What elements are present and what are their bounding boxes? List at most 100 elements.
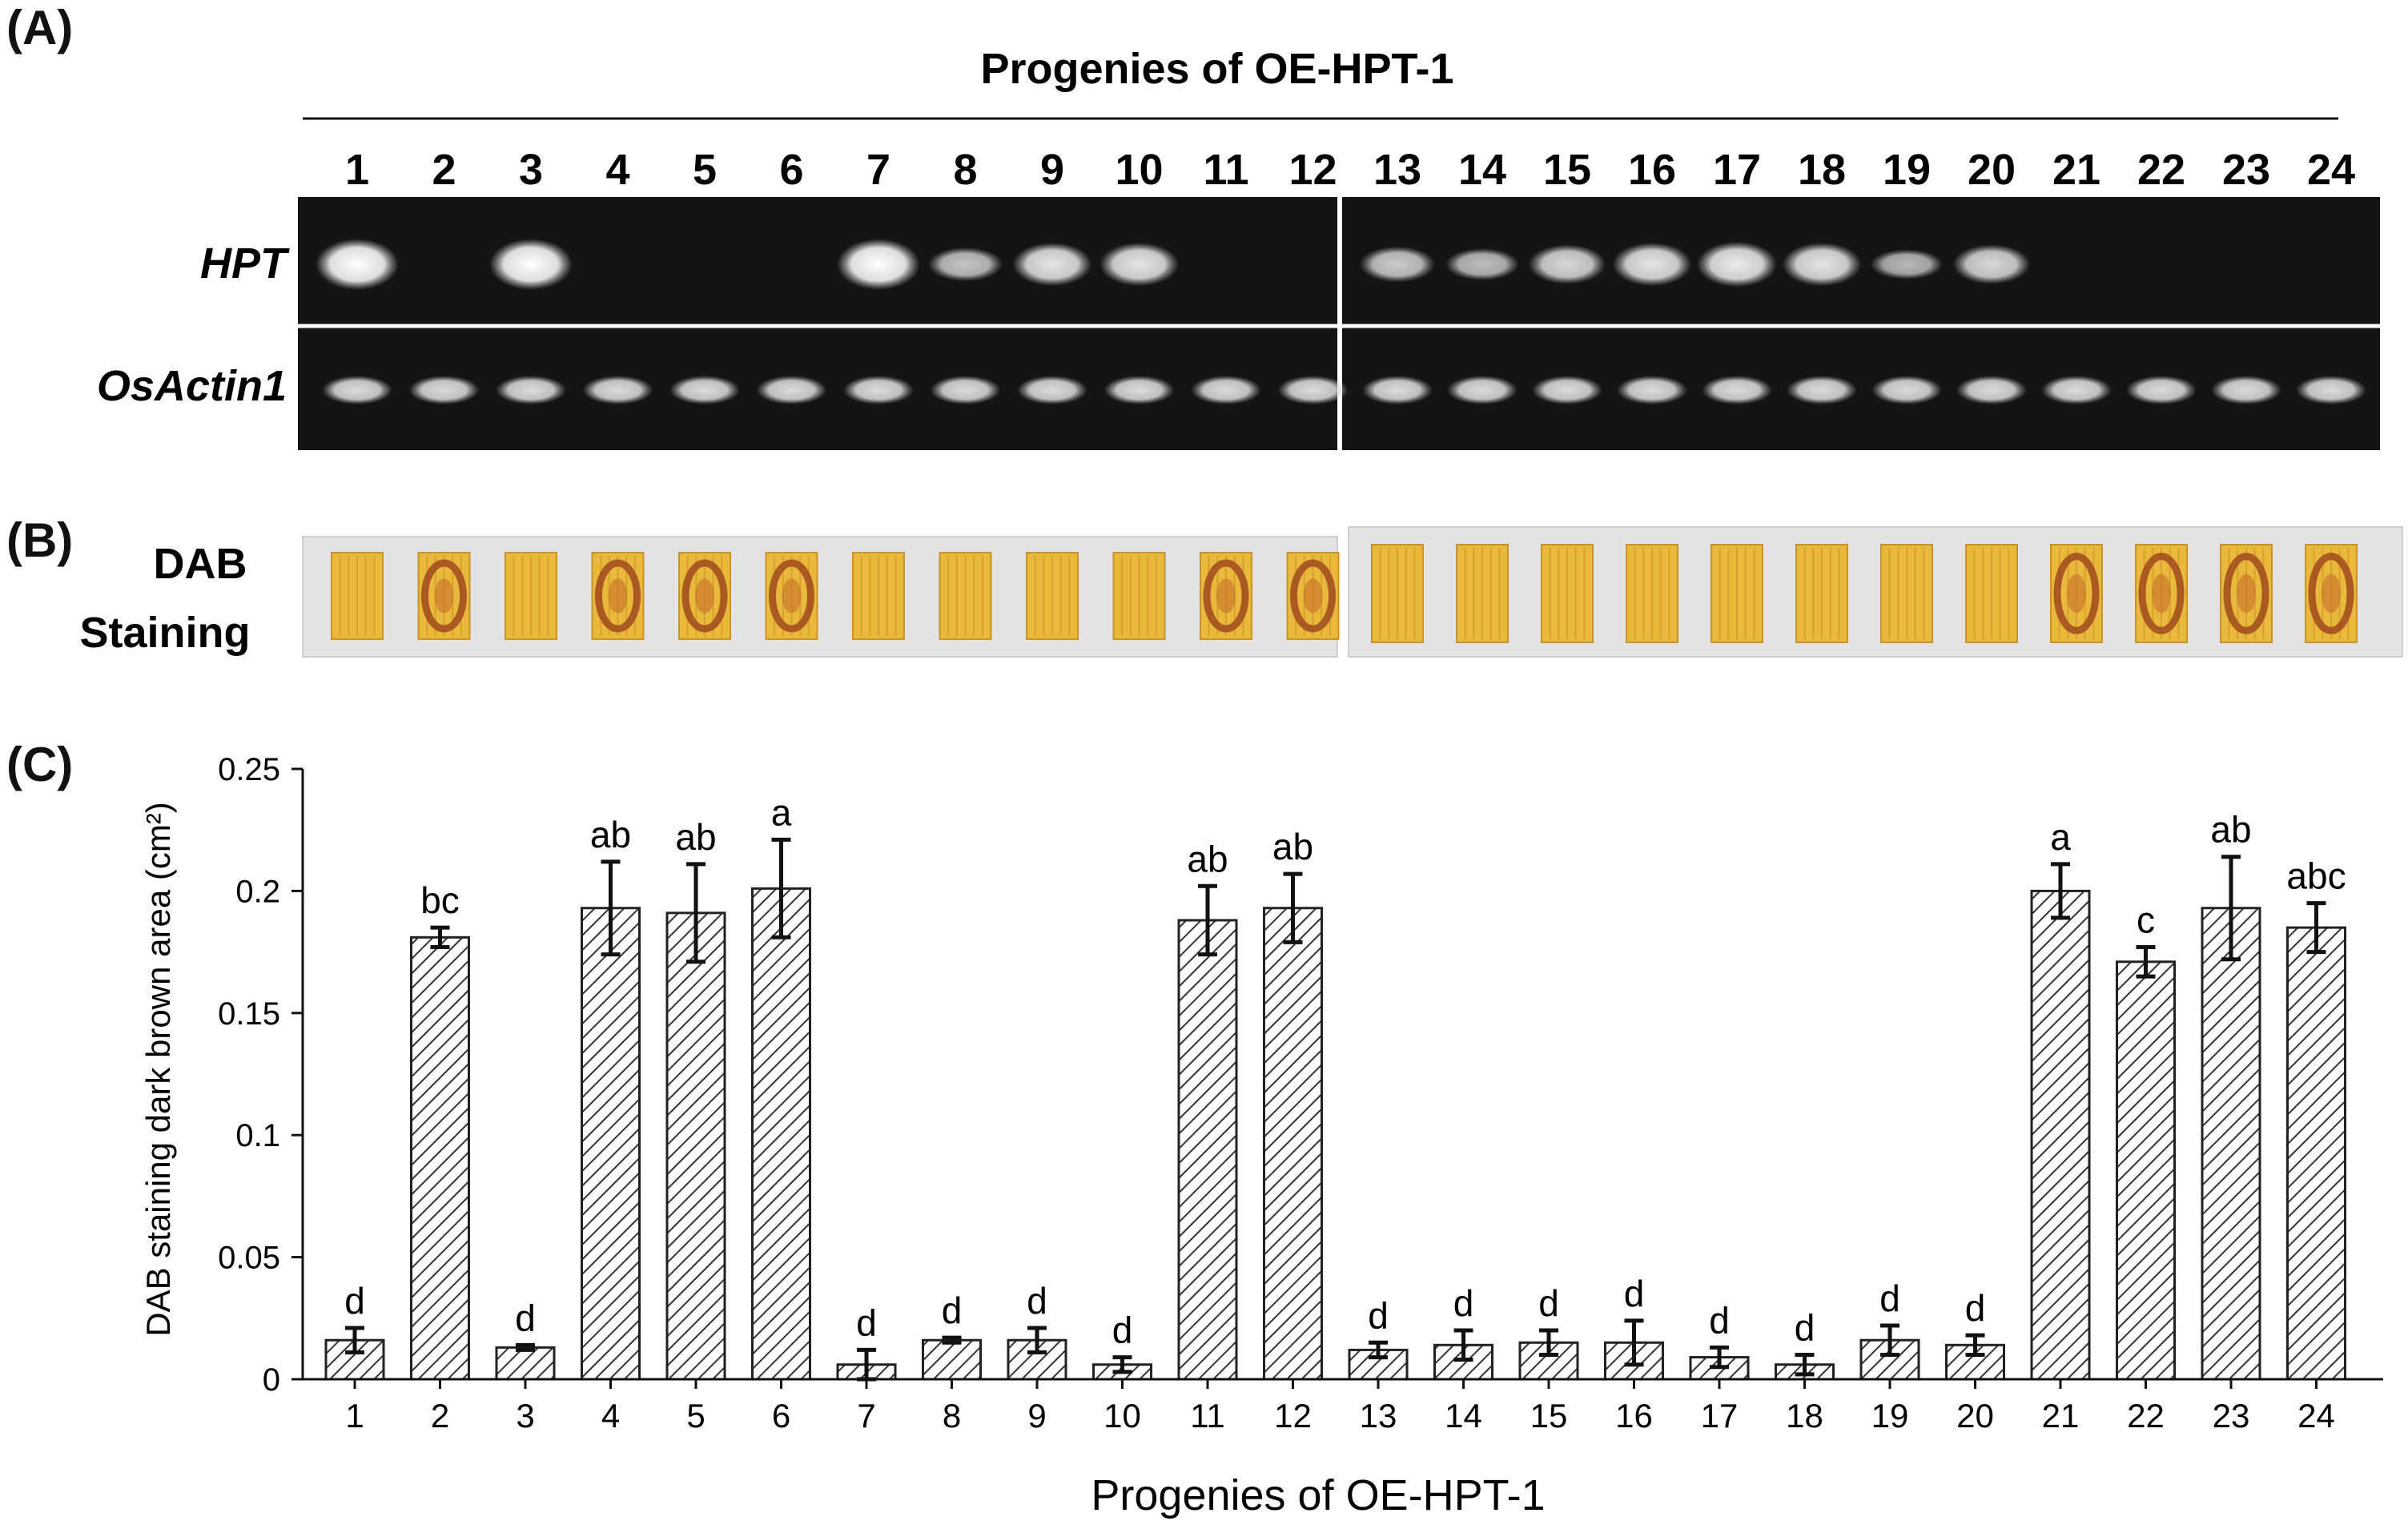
hpt-band [1952,244,2031,284]
gel-lane-label: 18 [1798,146,1846,194]
gel-lane-label: 12 [1288,146,1337,194]
leaf-piece [1200,552,1252,640]
x-tick-label: 10 [1103,1397,1141,1434]
actin-band [1277,376,1349,404]
gel-lane-label: 17 [1713,146,1761,194]
actin-band [756,376,827,404]
actin-band [1617,376,1687,404]
gel-lane-label: 14 [1458,146,1506,194]
x-axis-title: Progenies of OE-HPT-1 [1091,1471,1545,1519]
actin-band [2126,376,2197,404]
actin-band [408,376,480,404]
gel-lane-label: 16 [1628,146,1676,194]
bar [922,1338,982,1381]
significance-letter: d [515,1297,536,1338]
actin-band [1447,376,1518,404]
leaf-piece [591,552,645,640]
x-tick-label: 16 [1615,1397,1653,1434]
panel-b-label: (B) [6,513,74,567]
significance-letter: d [1538,1282,1559,1324]
staining-label-line1: DAB [154,540,247,588]
hpt-band [1359,246,1436,283]
hpt-band [1445,248,1519,280]
leaf-piece [852,552,905,640]
y-tick-label: 0 [263,1362,280,1398]
bar [2286,926,2346,1381]
x-tick-label: 17 [1701,1397,1739,1434]
x-tick-label: 24 [2297,1397,2335,1434]
hpt-band [837,239,920,290]
leaf-piece [1965,544,2018,643]
leaf-piece [1711,544,1763,643]
leaf-piece [1456,544,1509,643]
gel-lane-label: 5 [693,146,717,194]
leaf-piece [1371,544,1424,643]
x-tick-label: 6 [772,1397,790,1434]
actin-band [1532,376,1602,404]
gel-lane-label: 21 [2052,146,2100,194]
gel-image-right [1342,197,2380,450]
significance-letter: abc [2286,855,2346,897]
x-axis: 1 2 3 4 5 6 7 8 9 10 11 12 13 14 15 16 17 18 19 20 21 22 23 24 [303,1378,2383,1434]
gel-lane-label: 22 [2137,146,2185,194]
actin-band [1103,376,1175,404]
leaf-piece [939,552,992,640]
gel-lane-label: 3 [519,146,543,194]
x-tick-label: 8 [943,1397,961,1434]
gel-lane-label: 4 [605,146,629,194]
gel-lane-label: 9 [1040,146,1064,194]
panel-c-label: (C) [6,738,74,791]
gel-lane-label: 11 [1203,146,1248,194]
leaf-piece [417,552,471,640]
hpt-bands [316,239,2031,290]
x-tick-label: 12 [1274,1397,1312,1434]
x-tick-label: 9 [1027,1397,1046,1434]
leaf-piece [2220,544,2273,643]
significance-letter: ab [2210,809,2251,851]
actin-band [1362,376,1433,404]
y-tick-label: 0.25 [218,752,280,787]
panel-a-label: (A) [6,1,74,54]
x-tick-label: 22 [2127,1397,2165,1434]
gel-lane-label: 23 [2222,146,2270,194]
significance-letter: ab [1272,826,1313,867]
actin-band [1017,376,1087,404]
x-tick-label: 15 [1530,1397,1568,1434]
gel-image-left [298,197,1337,450]
actin-band [2041,376,2112,404]
leaf-piece [1880,544,1933,643]
actin-band [1787,376,1857,404]
leaf-piece [1541,544,1594,643]
significance-letter: d [1795,1307,1815,1349]
gel-lane-label: 7 [866,146,890,194]
gel-lane-label: 8 [953,146,977,194]
bar [410,936,470,1381]
leaf-piece [1026,552,1079,640]
staining-panel: DAB Staining [80,526,2403,658]
x-tick-label: 11 [1190,1397,1225,1434]
gel-row-label-actin: OsActin1 [97,362,287,410]
bar [751,887,811,1381]
hpt-band [927,247,1003,282]
y-tick-label: 0.05 [218,1241,280,1276]
x-tick-label: 7 [857,1397,875,1434]
bar [2116,960,2176,1381]
bar [495,1346,556,1381]
significance-letter: ab [590,814,631,855]
significance-letter: a [771,791,792,833]
gel-lane-label: 15 [1543,146,1591,194]
gel-row-label-hpt: HPT [200,239,290,288]
significance-letter: d [856,1302,877,1343]
actin-band [496,376,566,404]
leaf-piece [765,552,818,640]
y-tick-label: 0.2 [235,874,280,909]
gel-lane-label: 24 [2307,146,2355,194]
x-tick-label: 19 [1871,1397,1909,1434]
hpt-band [1012,242,1092,287]
hpt-band [1612,242,1692,287]
actin-band [1871,376,1942,404]
x-tick-label: 2 [431,1397,449,1434]
leaf-piece [1112,552,1166,640]
